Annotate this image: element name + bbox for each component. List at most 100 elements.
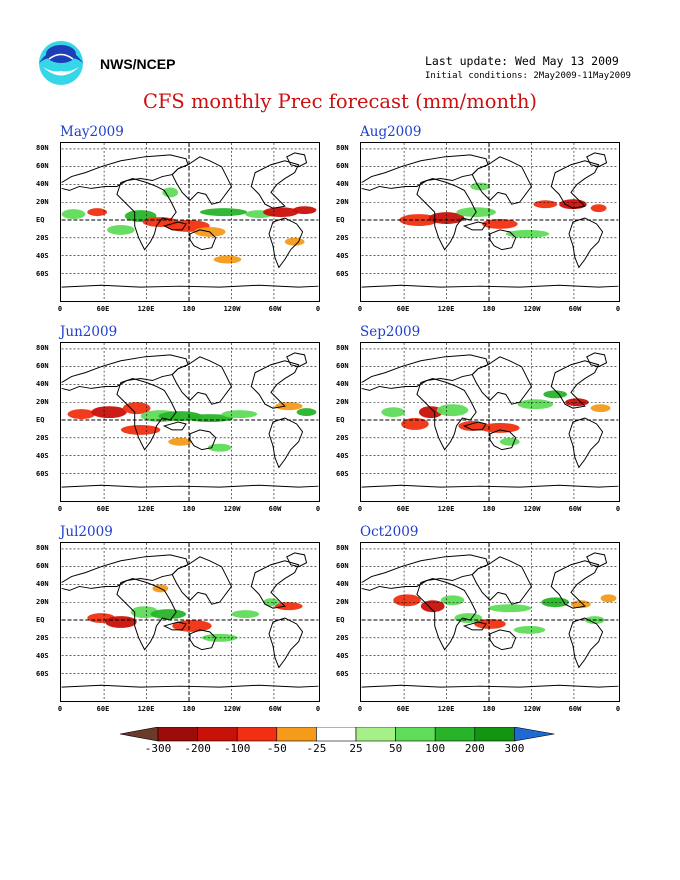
lon-tick-label: 60E (96, 305, 110, 313)
precip-anomaly-patch (600, 594, 617, 603)
lon-tick-label: 180 (182, 305, 196, 313)
lon-tick-label: 60W (268, 705, 282, 713)
lat-tick-label: EQ (36, 416, 45, 424)
noaa-logo (39, 41, 83, 85)
coastline (61, 354, 189, 391)
lat-tick-label: 60N (336, 362, 349, 370)
precip-anomaly-patch (274, 602, 303, 611)
lat-tick-label: 40N (336, 180, 349, 188)
lat-tick-label: 80N (36, 144, 49, 152)
lon-tick-label: 0 (615, 705, 621, 713)
colorbar-arrow-low (119, 726, 159, 742)
precip-anomaly-patch (590, 204, 607, 213)
coastline (471, 356, 533, 405)
lon-tick-label: 0 (315, 305, 321, 313)
coastline (586, 152, 608, 168)
colorbar-tick-label: 100 (425, 742, 446, 755)
lat-tick-label: 80N (36, 344, 49, 352)
coastline (286, 352, 308, 368)
coastline (61, 554, 189, 591)
coastline (361, 554, 489, 591)
lat-tick-label: 20S (36, 234, 49, 242)
panel-title: Jul2009 (60, 524, 113, 540)
lon-tick-label: 120E (437, 505, 455, 513)
precip-anomaly-patch (458, 421, 487, 431)
lon-tick-label: 60E (396, 705, 410, 713)
precip-anomaly-patch (401, 418, 429, 430)
colorbar-arrow-high (514, 726, 555, 742)
coastline (116, 578, 177, 651)
colorbar-tick-label: -100 (223, 742, 251, 755)
colorbar-box (157, 726, 198, 742)
lat-tick-label: 60S (336, 270, 349, 278)
coastline (361, 354, 489, 391)
lat-tick-label: 60S (336, 470, 349, 478)
coastline (568, 617, 604, 669)
coastline (416, 578, 477, 651)
precip-anomaly-patch (474, 619, 506, 629)
lat-tick-label: 60N (336, 162, 349, 170)
coastline (586, 552, 608, 568)
coastline (116, 378, 177, 451)
coastline (189, 429, 217, 451)
precip-anomaly-patch (420, 600, 445, 613)
lon-tick-label: 120E (137, 305, 155, 313)
precip-anomaly-patch (513, 625, 546, 634)
coastline (489, 629, 517, 651)
lon-tick-label: 0 (315, 505, 321, 513)
precip-anomaly-patch (284, 237, 305, 246)
precip-map (361, 343, 619, 501)
last-update: Last update: Wed May 13 2009 (425, 54, 619, 68)
lat-tick-label: 60S (36, 670, 49, 678)
lat-tick-label: 60N (36, 362, 49, 370)
coastline (61, 684, 319, 688)
lat-tick-label: EQ (336, 616, 345, 624)
precip-anomaly-patch (440, 595, 465, 606)
precip-anomaly-patch (199, 208, 248, 217)
lat-tick-label: 20S (336, 634, 349, 642)
lon-tick-label: 60E (96, 505, 110, 513)
lon-tick-label: 0 (315, 705, 321, 713)
panel-title: May2009 (60, 124, 124, 140)
color-bar: -300 -200 -100 -50 -25 25 50 100 200 300 (119, 726, 560, 771)
colorbar-box (316, 726, 357, 742)
lat-tick-label: 20N (36, 398, 49, 406)
lon-tick-label: 120W (223, 305, 241, 313)
lon-tick-label: 0 (357, 705, 363, 713)
precip-anomaly-patch (488, 604, 532, 613)
initial-conditions: Initial conditions: 2May2009-11May2009 (425, 71, 631, 81)
coastline (61, 154, 189, 191)
coastline (361, 154, 489, 191)
lon-tick-label: 60E (96, 705, 110, 713)
coastline (361, 684, 619, 688)
colorbar-tick-label: 25 (349, 742, 363, 755)
coastline (268, 617, 304, 669)
coastline (286, 152, 308, 168)
lat-tick-label: 60S (36, 270, 49, 278)
precip-anomaly-patch (91, 406, 127, 419)
lon-tick-label: 0 (57, 305, 63, 313)
colorbar-tick-label: 200 (464, 742, 485, 755)
lat-tick-label: 40N (36, 380, 49, 388)
lon-tick-label: 60E (396, 505, 410, 513)
coastline (489, 229, 517, 251)
lat-tick-label: 80N (336, 144, 349, 152)
lat-tick-label: 60N (36, 162, 49, 170)
lon-tick-label: 180 (182, 505, 196, 513)
precip-anomaly-patch (590, 404, 611, 413)
precip-anomaly-patch (482, 219, 518, 229)
colorbar-box (276, 726, 317, 742)
colorbar-tick-label: 50 (388, 742, 403, 755)
precip-anomaly-patch (168, 437, 192, 446)
map-frame (360, 542, 620, 702)
coastline (286, 552, 308, 568)
org-label: NWS/NCEP (100, 56, 176, 72)
colorbar-tick-label: 300 (504, 742, 525, 755)
lon-tick-label: 180 (482, 305, 496, 313)
precip-anomaly-patch (213, 255, 242, 264)
lat-tick-label: 20S (36, 634, 49, 642)
precip-anomaly-patch (105, 616, 137, 628)
coastline (471, 556, 533, 605)
colorbar-tick-label: -25 (306, 742, 327, 755)
lon-tick-label: 180 (182, 705, 196, 713)
